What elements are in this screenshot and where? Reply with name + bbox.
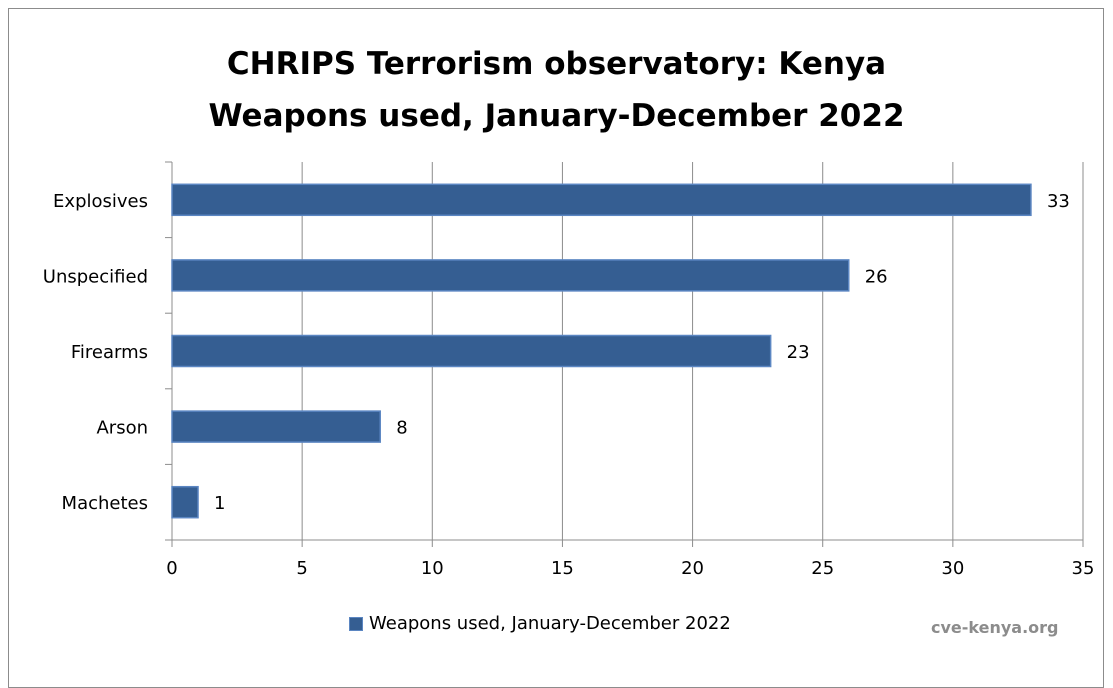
chart-title-line-2: Weapons used, January-December 2022 — [208, 98, 905, 134]
x-tick-label: 5 — [296, 558, 307, 579]
labels: 0 5 10 15 20 25 30 35 Explosives 33 Unspecified 26 F… — [43, 191, 1095, 579]
category-label: Arson — [96, 418, 148, 439]
bar — [171, 410, 381, 443]
chart-title: CHRIPS Terrorism observatory: Kenya Weap… — [0, 38, 1113, 142]
bars — [171, 183, 1032, 519]
data-label: 33 — [1047, 191, 1070, 212]
x-tick-label: 35 — [1072, 558, 1095, 579]
legend-swatch — [349, 616, 363, 631]
bar-chart: 0 5 10 15 20 25 30 35 Explosives 33 Unspecified 26 F… — [43, 161, 1095, 579]
x-tick-label: 15 — [551, 558, 574, 579]
source-label: cve-kenya.org — [931, 618, 1059, 637]
chart-title-line-1: CHRIPS Terrorism observatory: Kenya — [226, 46, 887, 82]
x-tick-label: 20 — [681, 558, 704, 579]
legend: Weapons used, January-December 2022 — [349, 613, 731, 634]
x-tick-label: 30 — [941, 558, 964, 579]
bar — [171, 259, 850, 292]
category-label: Machetes — [62, 493, 148, 514]
x-tick-label: 25 — [811, 558, 834, 579]
x-tick-label: 0 — [166, 558, 177, 579]
x-tick-label: 10 — [421, 558, 444, 579]
bar — [171, 485, 199, 519]
data-label: 26 — [865, 266, 888, 287]
bar — [171, 334, 772, 368]
data-label: 23 — [787, 342, 810, 363]
bar — [171, 183, 1032, 217]
category-label: Explosives — [53, 191, 148, 212]
data-label: 1 — [214, 493, 225, 514]
legend-label: Weapons used, January-December 2022 — [369, 613, 731, 634]
data-label: 8 — [396, 418, 407, 439]
category-label: Firearms — [71, 342, 148, 363]
category-label: Unspecified — [43, 266, 148, 287]
